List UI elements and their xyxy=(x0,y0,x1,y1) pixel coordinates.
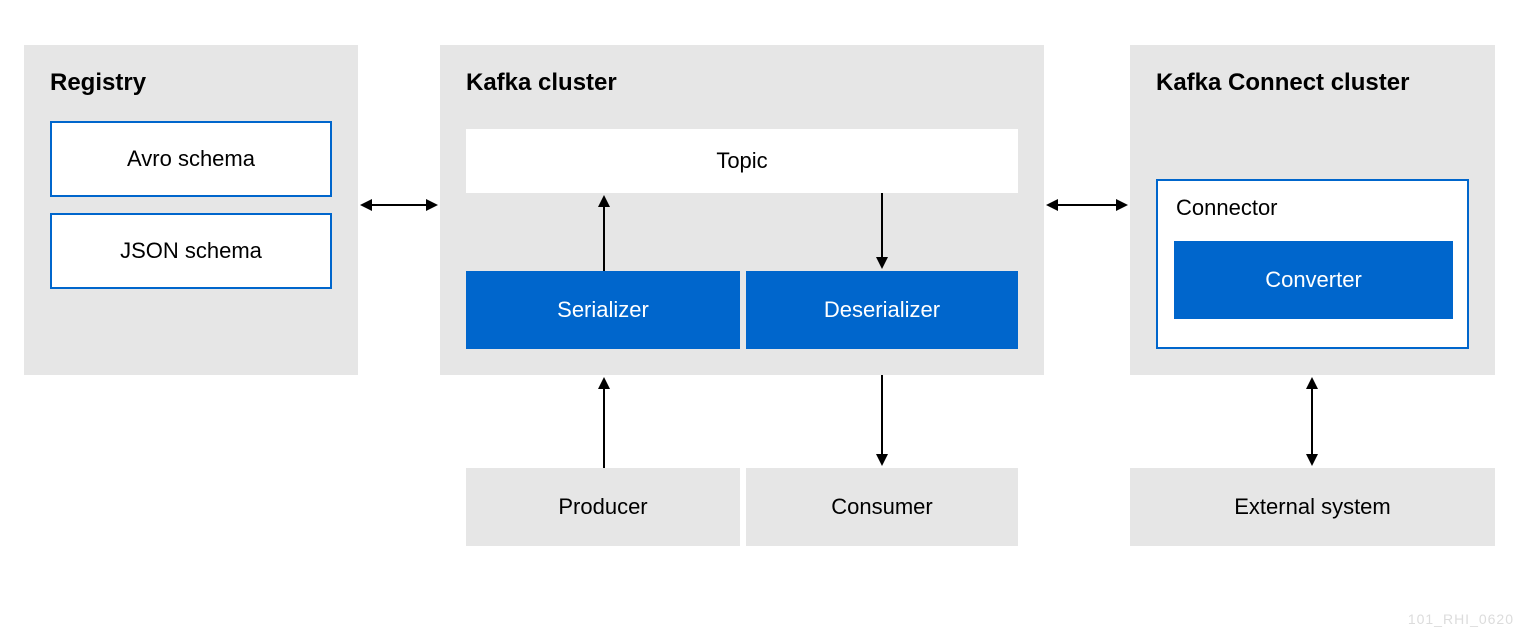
avro-schema-label: Avro schema xyxy=(127,146,255,172)
converter-box: Converter xyxy=(1174,241,1453,319)
external-system-box: External system xyxy=(1130,468,1495,546)
serializer-box: Serializer xyxy=(466,271,740,349)
kafka-connect-title: Kafka Connect cluster xyxy=(1130,45,1495,103)
arrow-producer-serializer xyxy=(594,375,614,468)
registry-title: Registry xyxy=(24,45,358,111)
topic-box: Topic xyxy=(466,129,1018,193)
json-schema-box: JSON schema xyxy=(50,213,332,289)
connector-label: Connector xyxy=(1158,181,1467,229)
arrow-topic-deserializer xyxy=(872,193,892,271)
kafka-cluster-title: Kafka cluster xyxy=(440,45,1044,111)
arrow-kafka-connect xyxy=(1044,195,1130,215)
arrow-serializer-topic xyxy=(594,193,614,271)
kafka-connect-panel: Kafka Connect cluster Connector Converte… xyxy=(1130,45,1495,375)
external-system-label: External system xyxy=(1234,494,1391,520)
connector-box: Connector Converter xyxy=(1156,179,1469,349)
watermark-text: 101_RHI_0620 xyxy=(1408,611,1514,627)
deserializer-label: Deserializer xyxy=(824,297,940,323)
arrow-deserializer-consumer xyxy=(872,375,892,468)
avro-schema-box: Avro schema xyxy=(50,121,332,197)
kafka-cluster-panel: Kafka cluster Topic Serializer Deseriali… xyxy=(440,45,1044,375)
topic-label: Topic xyxy=(716,148,767,174)
consumer-label: Consumer xyxy=(831,494,932,520)
registry-panel: Registry Avro schema JSON schema xyxy=(24,45,358,375)
producer-label: Producer xyxy=(558,494,647,520)
producer-box: Producer xyxy=(466,468,740,546)
arrow-connector-external xyxy=(1302,375,1322,468)
deserializer-box: Deserializer xyxy=(746,271,1018,349)
serializer-label: Serializer xyxy=(557,297,649,323)
json-schema-label: JSON schema xyxy=(120,238,262,264)
arrow-registry-kafka xyxy=(358,195,440,215)
converter-label: Converter xyxy=(1265,267,1362,293)
consumer-box: Consumer xyxy=(746,468,1018,546)
